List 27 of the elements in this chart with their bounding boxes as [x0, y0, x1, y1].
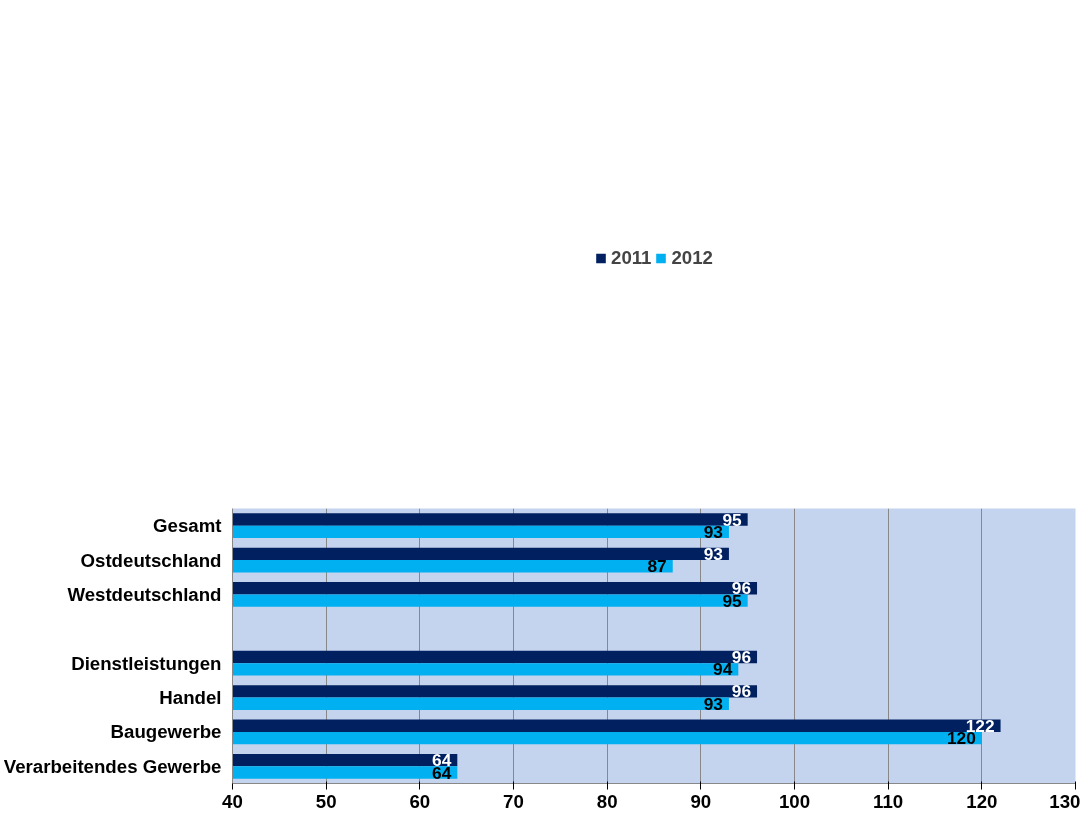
x-tick-label: 80 [596, 790, 618, 812]
legend-label: 2012 [671, 247, 713, 269]
data-label: 94 [713, 659, 733, 680]
x-tick-label: 40 [222, 790, 243, 812]
y-tick-label: Gesamt [153, 515, 222, 537]
data-label: 96 [731, 681, 752, 702]
y-tick-label: Ostdeutschland [80, 549, 222, 571]
x-tick-label: 120 [966, 790, 998, 812]
y-tick-label: Baugewerbe [110, 721, 222, 743]
x-tick-label: 110 [873, 790, 904, 812]
y-tick-label: Dienstleistungen [71, 652, 222, 674]
data-label: 96 [731, 647, 752, 667]
legend-label: 2011 [611, 247, 652, 269]
y-tick-label: Handel [159, 687, 222, 709]
x-tick-label: 130 [1049, 790, 1081, 812]
data-label: 93 [703, 521, 724, 542]
x-tick-label: 100 [778, 790, 811, 812]
y-tick-label: Verarbeitendes Gewerbe [3, 755, 222, 777]
x-tick-label: 70 [503, 790, 524, 812]
data-label: 87 [647, 556, 667, 577]
y-tick-label: Westdeutschland [67, 583, 222, 605]
data-label: 93 [703, 693, 724, 714]
x-tick-label: 90 [690, 790, 712, 812]
x-tick-label: 60 [409, 790, 431, 812]
data-label: 95 [722, 509, 743, 530]
data-label: 93 [703, 543, 724, 564]
x-tick-label: 50 [315, 790, 337, 812]
